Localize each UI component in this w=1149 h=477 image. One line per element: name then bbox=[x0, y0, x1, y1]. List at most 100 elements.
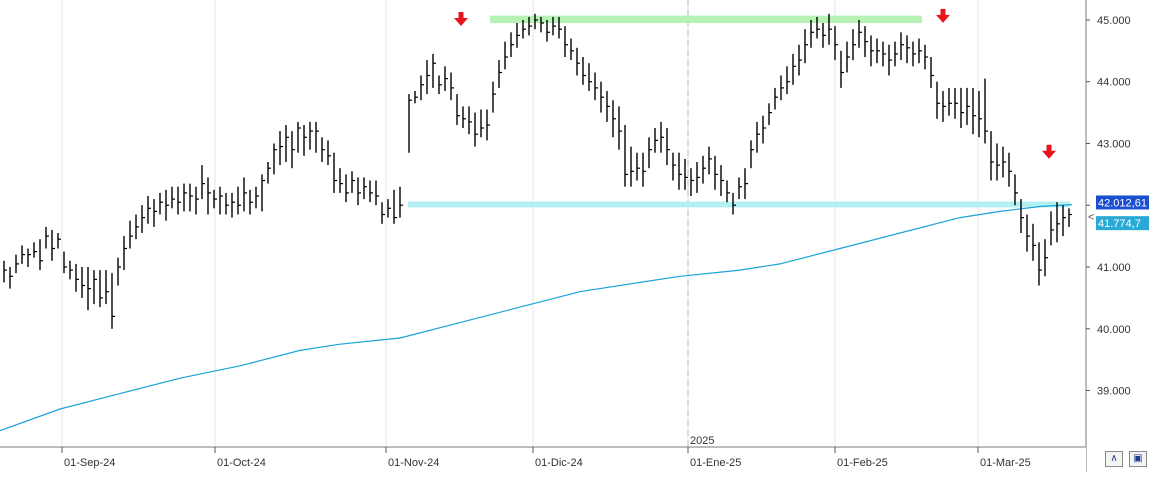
ohlc-bar bbox=[708, 146, 712, 175]
ohlc-bar bbox=[15, 254, 19, 274]
ohlc-bar bbox=[201, 165, 205, 200]
y-tick-label: 40.000 bbox=[1097, 324, 1131, 336]
ohlc-bar bbox=[117, 257, 121, 286]
ohlc-bar bbox=[768, 103, 772, 125]
x-tick-label: 01-Oct-24 bbox=[217, 457, 266, 469]
ohlc-bar bbox=[321, 137, 325, 162]
ohlc-bar bbox=[858, 20, 862, 48]
ohlc-bar bbox=[357, 177, 361, 206]
ohlc-bar bbox=[69, 260, 73, 280]
save-button[interactable]: ▣ bbox=[1129, 451, 1147, 467]
ohlc-bar bbox=[123, 236, 127, 271]
ohlc-bar bbox=[462, 106, 466, 128]
ohlc-bar bbox=[648, 137, 652, 169]
ohlc-bar bbox=[315, 121, 319, 153]
ohlc-bar bbox=[147, 196, 151, 224]
ohlc-bar bbox=[714, 155, 718, 190]
moving-average-line bbox=[0, 204, 1073, 432]
ohlc-bar bbox=[972, 87, 976, 135]
ohlc-bar bbox=[165, 189, 169, 221]
ohlc-bar bbox=[924, 44, 928, 70]
ohlc-bar bbox=[456, 94, 460, 125]
ohlc-bar bbox=[600, 81, 604, 113]
y-axis-panel bbox=[1086, 0, 1149, 472]
ohlc-bar bbox=[840, 50, 844, 88]
ohlc-bar bbox=[135, 214, 139, 240]
ohlc-bar bbox=[900, 32, 904, 61]
ohlc-bar bbox=[762, 115, 766, 144]
ohlc-bar bbox=[105, 270, 109, 305]
ohlc-bar bbox=[33, 242, 37, 258]
ohlc-bar bbox=[624, 125, 628, 187]
x-tick-label: 01-Ene-25 bbox=[690, 457, 741, 469]
double-chevron-up-icon: ∧ bbox=[1110, 453, 1118, 464]
x-tick-label: 01-Nov-24 bbox=[388, 457, 439, 469]
ohlc-bar bbox=[846, 41, 850, 73]
ohlc-bar bbox=[912, 41, 916, 67]
down-arrow-icon bbox=[936, 8, 950, 23]
ohlc-bar bbox=[522, 20, 526, 39]
ohlc-bar bbox=[618, 106, 622, 150]
ohlc-bar bbox=[684, 158, 688, 190]
price-tag-label: 41.774,7 bbox=[1098, 218, 1141, 230]
ohlc-bar bbox=[558, 16, 562, 39]
ohlc-bar bbox=[576, 47, 580, 76]
zoom-toggle-button[interactable]: ∧ bbox=[1105, 451, 1123, 467]
ohlc-bar bbox=[171, 186, 175, 209]
ohlc-bar bbox=[888, 44, 892, 76]
ohlc-bar bbox=[630, 146, 634, 187]
ohlc-bar bbox=[486, 109, 490, 141]
ohlc-bar bbox=[534, 13, 538, 30]
ohlc-bar bbox=[744, 168, 748, 200]
ohlc-bar bbox=[333, 152, 337, 193]
ohlc-bar bbox=[183, 183, 187, 212]
ohlc-bar bbox=[750, 140, 754, 169]
ohlc-bar bbox=[564, 26, 568, 57]
ohlc-bar bbox=[141, 205, 145, 233]
ohlc-bar bbox=[255, 186, 259, 209]
ohlc-bar bbox=[882, 41, 886, 67]
ohlc-bar bbox=[894, 41, 898, 67]
price-tag-bg bbox=[1096, 216, 1149, 231]
y-tick-label: 43.000 bbox=[1097, 138, 1131, 150]
ohlc-bar bbox=[444, 66, 448, 91]
ohlc-bar bbox=[27, 248, 31, 267]
ohlc-bar bbox=[690, 168, 694, 196]
ohlc-bar bbox=[351, 171, 355, 193]
ohlc-bar bbox=[552, 16, 556, 36]
ohlc-bar bbox=[738, 177, 742, 200]
ohlc-bar bbox=[528, 16, 532, 36]
ohlc-bar bbox=[420, 75, 424, 101]
ohlc-bar bbox=[936, 81, 940, 119]
support-zone bbox=[408, 201, 1070, 208]
ohlc-bar bbox=[498, 60, 502, 88]
ohlc-bar bbox=[111, 273, 115, 329]
ohlc-bar bbox=[996, 143, 1000, 181]
price-tag-label: 42.012,61 bbox=[1098, 197, 1147, 209]
ohlc-bar bbox=[1026, 214, 1030, 252]
ohlc-bar bbox=[828, 13, 832, 45]
ohlc-bar bbox=[672, 152, 676, 181]
ohlc-bar bbox=[504, 41, 508, 70]
ohlc-bar bbox=[285, 125, 289, 162]
moving-average bbox=[0, 204, 1073, 432]
ohlc-bar bbox=[1014, 174, 1018, 206]
ohlc-bar bbox=[540, 16, 544, 33]
y-tick-label: 41.000 bbox=[1097, 262, 1131, 274]
price-tag-bg bbox=[1096, 195, 1149, 210]
ohlc-bar bbox=[1050, 211, 1054, 246]
ohlc-bar bbox=[1062, 205, 1066, 237]
ohlc-bar bbox=[954, 87, 958, 119]
ohlc-bar bbox=[309, 121, 313, 150]
ohlc-bar bbox=[363, 177, 367, 200]
ohlc-bar bbox=[207, 177, 211, 215]
ohlc-bar bbox=[516, 23, 520, 48]
annotation-arrows bbox=[454, 8, 1056, 159]
ohlc-bar bbox=[1032, 223, 1036, 261]
ohlc-bar bbox=[816, 16, 820, 39]
ohlc-bar bbox=[87, 267, 91, 311]
ohlc-bar bbox=[237, 186, 241, 215]
ohlc-bar bbox=[51, 229, 55, 261]
